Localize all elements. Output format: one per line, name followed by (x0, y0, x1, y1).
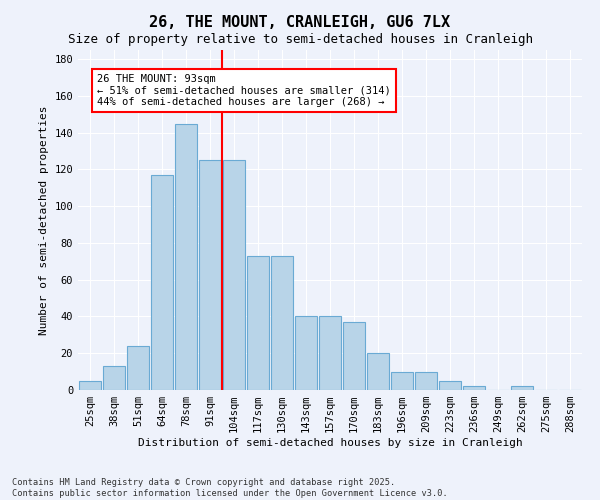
Bar (439, 381, 461, 390)
Bar (223, 160, 245, 390)
Bar (103, 366, 125, 390)
Bar (271, 256, 293, 390)
Bar (127, 346, 149, 390)
Text: Contains HM Land Registry data © Crown copyright and database right 2025.
Contai: Contains HM Land Registry data © Crown c… (12, 478, 448, 498)
X-axis label: Distribution of semi-detached houses by size in Cranleigh: Distribution of semi-detached houses by … (137, 438, 523, 448)
Bar (367, 353, 389, 390)
Bar (247, 256, 269, 390)
Bar (151, 175, 173, 390)
Bar (415, 372, 437, 390)
Y-axis label: Number of semi-detached properties: Number of semi-detached properties (39, 106, 49, 335)
Bar (79, 381, 101, 390)
Bar (319, 316, 341, 390)
Bar (343, 322, 365, 390)
Bar (199, 160, 221, 390)
Bar (175, 124, 197, 390)
Bar (391, 372, 413, 390)
Text: Size of property relative to semi-detached houses in Cranleigh: Size of property relative to semi-detach… (67, 32, 533, 46)
Bar (511, 386, 533, 390)
Text: 26, THE MOUNT, CRANLEIGH, GU6 7LX: 26, THE MOUNT, CRANLEIGH, GU6 7LX (149, 15, 451, 30)
Text: 26 THE MOUNT: 93sqm
← 51% of semi-detached houses are smaller (314)
44% of semi-: 26 THE MOUNT: 93sqm ← 51% of semi-detach… (97, 74, 391, 107)
Bar (463, 386, 485, 390)
Bar (295, 316, 317, 390)
